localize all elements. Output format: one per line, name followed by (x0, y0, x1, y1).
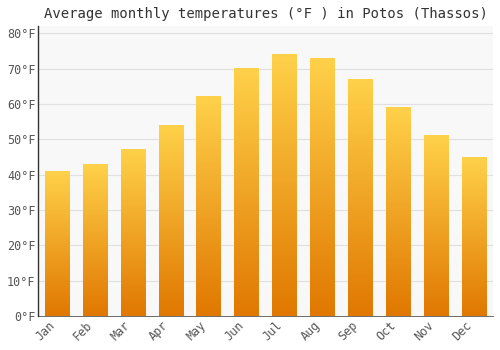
Bar (196, 97, 221, 316)
Bar (83, 164, 108, 316)
Bar (158, 125, 183, 316)
Bar (424, 136, 448, 316)
Bar (348, 79, 372, 316)
Bar (310, 58, 335, 316)
Bar (120, 150, 146, 316)
Bar (272, 55, 297, 316)
Title: Average monthly temperatures (°F ) in Potos (Thassos): Average monthly temperatures (°F ) in Po… (44, 7, 488, 21)
Bar (45, 171, 70, 316)
Bar (386, 107, 410, 316)
Bar (462, 157, 486, 316)
Bar (234, 69, 259, 316)
